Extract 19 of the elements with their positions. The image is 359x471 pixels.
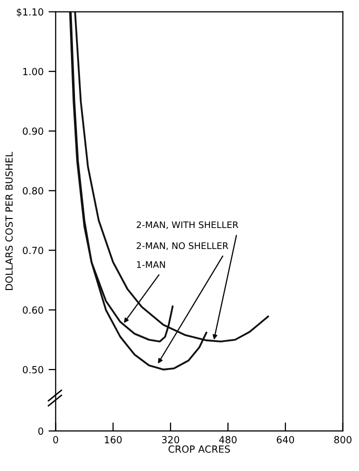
y-tick-label: 0.50 — [22, 366, 44, 374]
x-axis-title: CROP ACRES — [168, 445, 230, 453]
x-tick-label: 480 — [219, 436, 237, 444]
y-tick-label: $1.10 — [16, 8, 44, 17]
y-tick-label: 1.00 — [23, 68, 44, 76]
x-tick-label: 320 — [162, 436, 180, 444]
annotation: 1-MAN — [137, 261, 165, 268]
y-tick-label: 0.70 — [22, 246, 44, 254]
y-tick-label: 0.90 — [22, 128, 44, 135]
annotation: 2-MAN, WITH SHELLER — [136, 221, 238, 230]
y-tick-label: 0.80 — [22, 187, 44, 194]
x-tick-label: 640 — [276, 436, 294, 444]
y-axis-title: DOLLARS COST PER BUSHEL — [5, 152, 13, 290]
x-tick-label: 800 — [334, 436, 352, 444]
annotation: 2-MAN, NO SHELLER — [136, 242, 228, 250]
x-tick-label: 160 — [104, 436, 122, 444]
y-tick-label: 0.60 — [22, 306, 44, 314]
y-tick-label: 0 — [38, 427, 44, 435]
x-tick-label: 0 — [53, 436, 58, 444]
